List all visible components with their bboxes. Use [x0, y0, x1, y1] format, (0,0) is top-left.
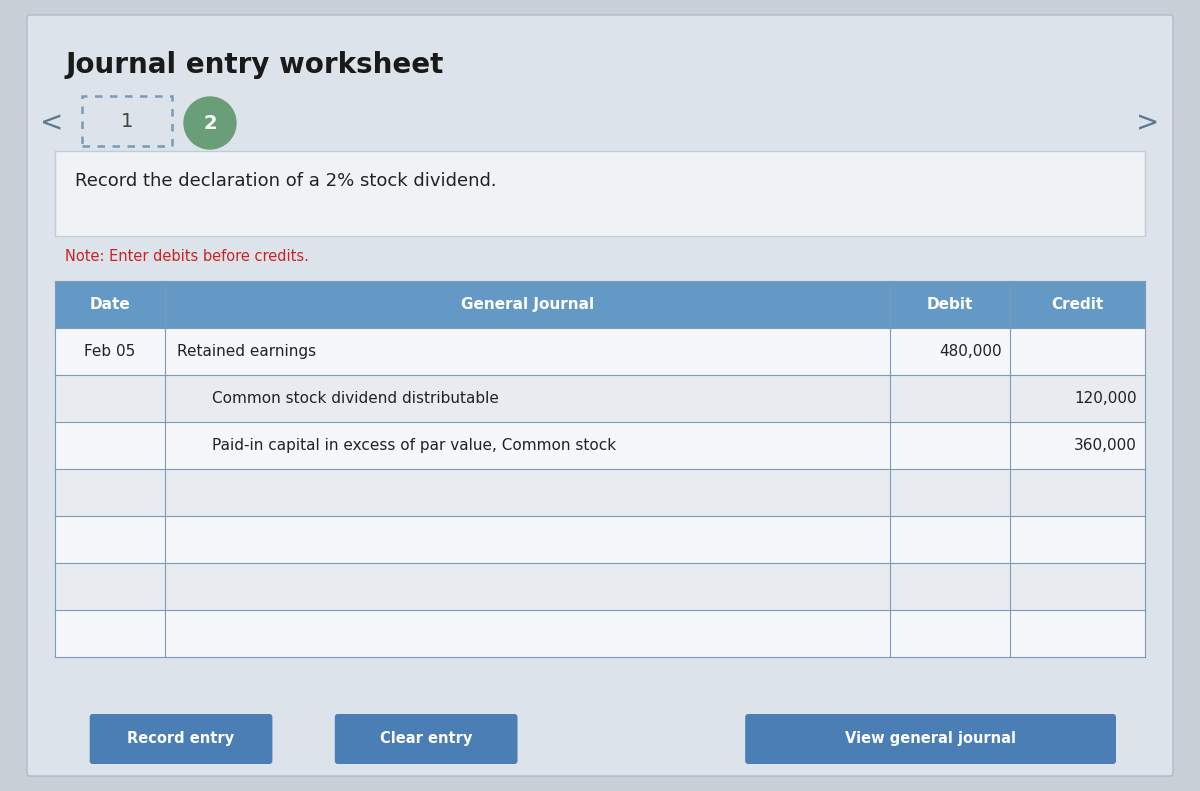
FancyBboxPatch shape: [90, 714, 272, 764]
Text: 120,000: 120,000: [1074, 391, 1138, 406]
Text: Record the declaration of a 2% stock dividend.: Record the declaration of a 2% stock div…: [74, 172, 497, 190]
Text: Common stock dividend distributable: Common stock dividend distributable: [212, 391, 499, 406]
Text: Note: Enter debits before credits.: Note: Enter debits before credits.: [65, 248, 308, 263]
FancyBboxPatch shape: [335, 714, 517, 764]
Text: >: >: [1136, 109, 1159, 137]
Bar: [55, 422, 1145, 469]
FancyBboxPatch shape: [28, 15, 1174, 776]
Text: Debit: Debit: [926, 297, 973, 312]
Text: Retained earnings: Retained earnings: [178, 344, 316, 359]
Bar: [55, 281, 1145, 328]
Text: Record entry: Record entry: [127, 732, 235, 747]
Text: Credit: Credit: [1051, 297, 1104, 312]
Text: <: <: [41, 109, 64, 137]
Text: Date: Date: [90, 297, 131, 312]
FancyBboxPatch shape: [55, 151, 1145, 236]
FancyBboxPatch shape: [745, 714, 1116, 764]
FancyBboxPatch shape: [82, 96, 172, 146]
Text: 1: 1: [121, 112, 133, 131]
Text: Journal entry worksheet: Journal entry worksheet: [65, 51, 443, 79]
Bar: [55, 563, 1145, 610]
Text: 360,000: 360,000: [1074, 438, 1138, 453]
Bar: [55, 516, 1145, 563]
Text: General Journal: General Journal: [461, 297, 594, 312]
Text: Paid-in capital in excess of par value, Common stock: Paid-in capital in excess of par value, …: [212, 438, 616, 453]
Text: View general journal: View general journal: [845, 732, 1016, 747]
Circle shape: [184, 97, 236, 149]
Text: 480,000: 480,000: [940, 344, 1002, 359]
Bar: [55, 328, 1145, 375]
Bar: [55, 469, 1145, 516]
Bar: [55, 610, 1145, 657]
Text: 2: 2: [203, 113, 217, 133]
Text: Clear entry: Clear entry: [380, 732, 473, 747]
Text: Feb 05: Feb 05: [84, 344, 136, 359]
Bar: [55, 375, 1145, 422]
